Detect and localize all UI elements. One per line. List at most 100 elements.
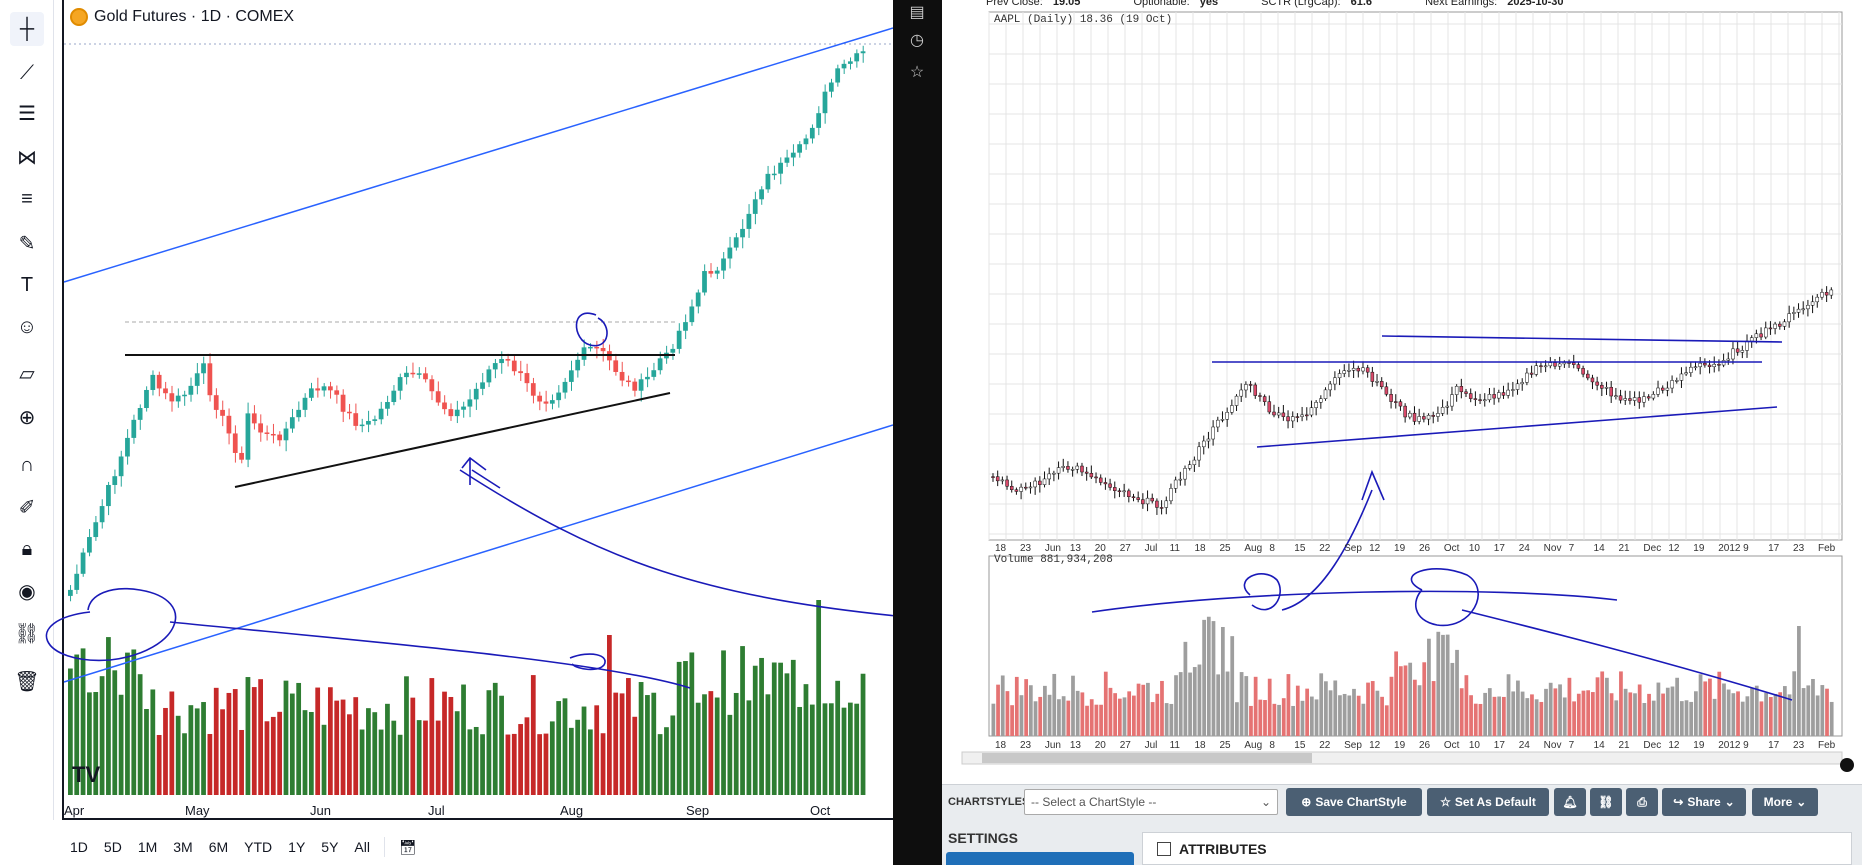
eye-icon[interactable]: ◉ <box>18 580 36 603</box>
save-chartstyle-label: Save ChartStyle <box>1315 795 1407 809</box>
candle-body <box>258 423 263 433</box>
trend-line-icon[interactable]: ⟋ <box>20 61 34 84</box>
sc-volume-bar <box>1244 676 1249 736</box>
timeframe-6m[interactable]: 6M <box>208 839 229 855</box>
fib-icon[interactable]: ≡ <box>21 187 33 210</box>
text-icon[interactable]: T <box>20 273 34 296</box>
sc-volume-bar <box>1136 683 1141 736</box>
candle-body <box>321 386 327 391</box>
volume-bar <box>511 733 517 795</box>
volume-bar <box>366 708 371 795</box>
calendar-icon[interactable]: 📅︎ <box>398 838 417 855</box>
attributes-panel[interactable]: ATTRIBUTES <box>1142 832 1852 865</box>
bar-body <box>1192 459 1197 465</box>
sc-volume-bar <box>1483 692 1487 736</box>
gold-icon <box>70 8 88 26</box>
sc-volume-bar <box>1398 666 1403 736</box>
star-icon[interactable]: ☆ <box>909 64 925 81</box>
sc-volume-trend-2 <box>1461 609 1793 701</box>
volume-bar <box>683 661 688 795</box>
crosshair-icon[interactable]: ┼ <box>10 12 44 46</box>
candle-body <box>359 424 365 427</box>
sc-volume-bar <box>1792 671 1797 736</box>
sc-volume-bar <box>1235 702 1239 736</box>
emoji-icon[interactable]: ☺ <box>16 315 38 338</box>
settings-tab[interactable] <box>946 852 1134 865</box>
link-button[interactable]: ⛓︎ <box>1590 788 1622 816</box>
candle-body <box>201 363 206 374</box>
volume-bar <box>289 693 295 795</box>
sc-volume-bar <box>1726 689 1731 736</box>
timeframe-5d[interactable]: 5D <box>103 839 122 855</box>
sc-volume-bar <box>1047 694 1052 736</box>
magnet-icon[interactable]: ∩ <box>19 453 35 476</box>
timeframe-ytd[interactable]: YTD <box>244 839 273 855</box>
x-axis-label: Jul <box>428 803 445 818</box>
share-button[interactable]: ↪ Share ⌄ <box>1662 788 1746 816</box>
sc-x-label: 19 <box>1693 543 1705 554</box>
more-button[interactable]: More ⌄ <box>1752 788 1818 816</box>
trash-icon[interactable]: 🗑︎ <box>14 670 40 693</box>
timeframe-1m[interactable]: 1M <box>137 839 158 855</box>
timeframe-1d[interactable]: 1D <box>70 839 88 855</box>
alert-button[interactable]: 🔔︎ <box>1554 788 1586 816</box>
sc-x-label: 10 <box>1469 740 1481 751</box>
sc-volume-bar <box>1516 680 1520 736</box>
price-chart[interactable] <box>62 0 893 820</box>
brush-icon[interactable]: ✎ <box>18 232 36 255</box>
candle-body <box>575 359 581 371</box>
sc-volume-bar <box>1178 672 1183 736</box>
candle-body <box>797 144 803 153</box>
save-chartstyle-button[interactable]: ⊕ Save ChartStyle <box>1286 788 1422 816</box>
candle-body <box>505 359 511 361</box>
print-icon: ⎙ <box>1637 794 1647 809</box>
volume-bar <box>87 692 92 795</box>
bar-body <box>1520 382 1524 385</box>
candle-body <box>270 433 276 436</box>
candle-body <box>410 372 416 375</box>
candle-body <box>125 437 130 457</box>
tv-chart-canvas[interactable]: Apr May Jun Jul Aug Sep Oct TV <box>0 0 893 865</box>
sc-volume-bar <box>1525 698 1530 736</box>
lock-icon[interactable]: 🔒︎ <box>21 537 33 560</box>
timeframe-3m[interactable]: 3M <box>173 839 193 855</box>
set-default-button[interactable]: ☆ Set As Default <box>1427 788 1549 816</box>
pattern-icon[interactable]: ⋈ <box>17 146 37 169</box>
sc-x-label: 17 <box>1494 740 1506 751</box>
timeframe-1y[interactable]: 1Y <box>288 839 306 855</box>
horizontal-lines-icon[interactable]: ☰ <box>18 102 36 125</box>
symbol-title[interactable]: Gold Futures · 1D · COMEX <box>70 8 294 26</box>
print-button[interactable]: ⎙ <box>1626 788 1658 816</box>
sc-volume-bar <box>1216 674 1221 736</box>
sc-volume-bar <box>1328 690 1333 736</box>
bar-body <box>1576 364 1581 369</box>
sc-volume-bar <box>1768 697 1773 736</box>
clipboard-icon[interactable]: ▤ <box>909 4 925 21</box>
zoom-in-icon[interactable]: ⊕ <box>18 406 36 429</box>
lock-pencil-icon[interactable]: ✐ <box>18 496 36 519</box>
clock-icon[interactable]: ◷ <box>910 32 924 49</box>
volume-bar <box>156 734 162 795</box>
sc-support-line <box>1256 406 1778 448</box>
bar-body <box>1656 387 1660 395</box>
candle-body <box>657 358 663 371</box>
bar-body <box>1684 372 1688 375</box>
bar-body <box>1150 497 1154 502</box>
candle-body <box>340 394 346 412</box>
bar-body <box>1534 365 1539 375</box>
bar-body <box>1347 370 1351 372</box>
sc-chart-canvas[interactable]: AAPL (Daily) 18.36 (19 Oct) Volume 881,93… <box>942 0 1862 784</box>
link-icon[interactable]: ⛓︎ <box>14 622 40 645</box>
volume-bar <box>549 721 555 795</box>
chartstyle-select[interactable]: -- Select a ChartStyle -- ⌄ <box>1024 789 1278 815</box>
bar-body <box>1290 416 1295 422</box>
timeframe-all[interactable]: All <box>354 839 370 855</box>
timeframe-5y[interactable]: 5Y <box>321 839 339 855</box>
ruler-icon[interactable]: ▱ <box>19 362 35 385</box>
sc-volume-bar <box>1305 688 1310 736</box>
candle-body <box>828 82 834 92</box>
volume-bar <box>68 668 73 795</box>
optionable-label: Optionable: <box>1133 0 1190 8</box>
bar-body <box>1009 486 1014 490</box>
scrollbar-thumb <box>982 753 1312 763</box>
